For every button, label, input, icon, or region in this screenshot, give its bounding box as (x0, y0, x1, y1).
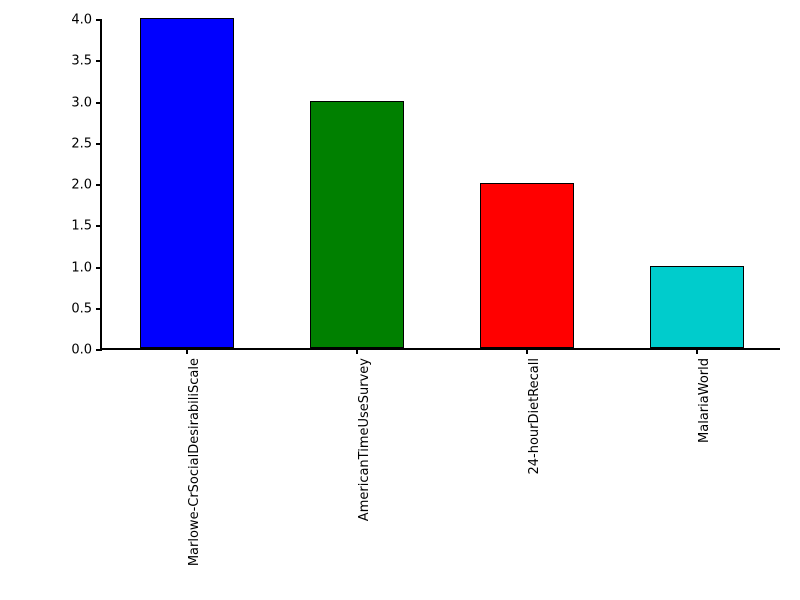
bar (650, 266, 744, 349)
x-tick (186, 348, 188, 354)
y-tick (96, 102, 102, 104)
x-tick-label: Marlowe-CrSocialDesirabiliScale (187, 358, 202, 566)
y-tick-label: 3.0 (71, 95, 92, 110)
x-tick (696, 348, 698, 354)
y-tick (96, 267, 102, 269)
bar-chart: 0.00.51.01.52.02.53.03.54.0Marlowe-CrSoc… (60, 20, 780, 580)
y-tick (96, 308, 102, 310)
y-tick (96, 225, 102, 227)
x-tick-label: 24-hourDietRecall (527, 358, 542, 475)
y-tick (96, 60, 102, 62)
y-tick-label: 0.0 (71, 343, 92, 358)
y-tick-label: 3.5 (71, 54, 92, 69)
bar (480, 183, 574, 348)
y-tick (96, 184, 102, 186)
y-tick-label: 1.5 (71, 219, 92, 234)
plot-area: 0.00.51.01.52.02.53.03.54.0Marlowe-CrSoc… (100, 20, 780, 350)
x-tick-label: AmericanTimeUseSurvey (357, 358, 372, 521)
y-tick (96, 19, 102, 21)
x-tick-label: MalariaWorld (697, 358, 712, 443)
y-tick (96, 143, 102, 145)
y-tick-label: 0.5 (71, 301, 92, 316)
x-tick (356, 348, 358, 354)
y-tick-label: 4.0 (71, 13, 92, 28)
x-tick (526, 348, 528, 354)
bar (140, 18, 234, 348)
y-tick (96, 349, 102, 351)
y-tick-label: 1.0 (71, 260, 92, 275)
y-tick-label: 2.5 (71, 136, 92, 151)
y-tick-label: 2.0 (71, 178, 92, 193)
bar (310, 101, 404, 349)
